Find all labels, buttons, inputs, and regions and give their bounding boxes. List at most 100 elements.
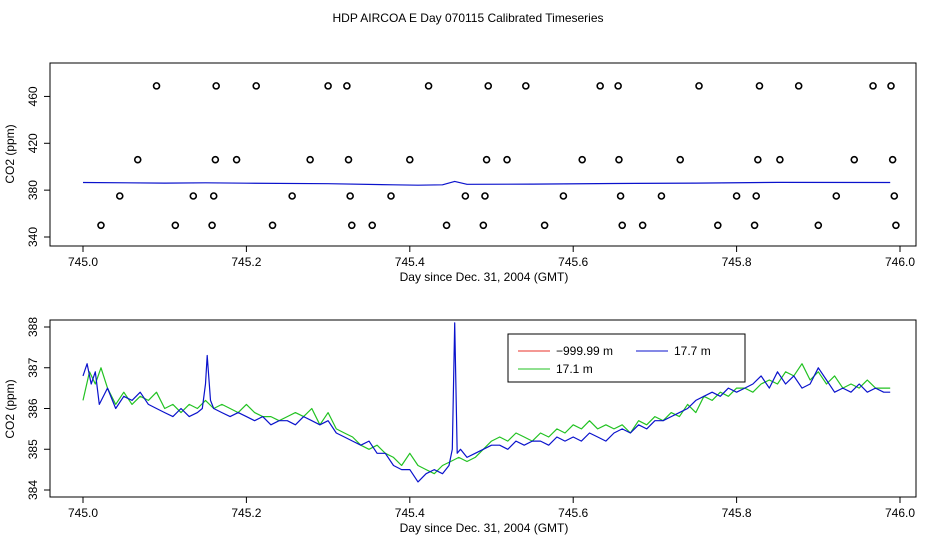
top-scatter-point (750, 221, 759, 230)
top-scatter-point (324, 82, 332, 90)
top-marks (82, 82, 900, 230)
top-scatter-point (288, 192, 296, 200)
legend: −999.99 m 17.7 m 17.1 m (507, 333, 746, 383)
top-panel: 745.0 745.2 745.4 745.6 745.8 746.0 340 380 420 4… (3, 62, 917, 284)
top-x-tick-label: 745.2 (231, 255, 261, 269)
legend-label-green: 17.1 m (556, 362, 593, 376)
top-scatter-point (676, 155, 685, 164)
top-scatter-point (832, 192, 841, 200)
top-scatter-point (890, 192, 899, 200)
top-scatter-point (794, 82, 803, 90)
top-scatter-point (522, 82, 530, 90)
legend-box (507, 333, 746, 383)
top-scatter-point (869, 82, 877, 90)
top-x-tick-label: 745.4 (395, 255, 425, 269)
top-scatter-point (346, 192, 354, 200)
top-scatter-point (850, 155, 859, 164)
top-scatter-point (211, 155, 220, 164)
top-scatter-point (616, 192, 625, 200)
top-scatter-point (481, 192, 489, 200)
top-x-axis-label: Day since Dec. 31, 2004 (GMT) (400, 270, 569, 284)
top-scatter-point (732, 192, 741, 200)
top-scatter-point (232, 155, 241, 164)
top-scatter-point (754, 155, 762, 164)
top-scatter-point (171, 221, 180, 230)
top-scatter-point (578, 155, 586, 164)
top-y-axis-label: CO2 (ppm) (3, 124, 17, 183)
bottom-x-tick-label: 745.6 (558, 506, 588, 520)
bottom-y-tick-label: 387 (26, 357, 40, 377)
top-scatter-point (115, 192, 124, 200)
top-scatter-point (695, 82, 703, 90)
bottom-panel: 745.0 745.2 745.4 745.6 745.8 746.0 384 385 386 3… (3, 317, 917, 535)
top-scatter-point (347, 221, 356, 230)
top-scatter-point (97, 221, 105, 230)
top-scatter-point (208, 221, 216, 230)
top-y-tick-label: 460 (26, 86, 40, 106)
bottom-axes: 745.0 745.2 745.4 745.6 745.8 746.0 384 385 386 3… (26, 317, 915, 520)
top-scatter-point (212, 82, 220, 90)
bottom-plot-frame (49, 319, 917, 498)
bottom-y-tick-label: 385 (26, 439, 40, 459)
top-scatter-point (252, 82, 261, 90)
top-x-tick-label: 745.8 (722, 255, 752, 269)
top-y-tick-label: 340 (26, 227, 40, 247)
top-scatter-point (776, 155, 784, 164)
top-scatter-point (344, 155, 353, 164)
figure-title: HDP AIRCOA E Day 070115 Calibrated Times… (332, 11, 603, 25)
top-scatter-point (892, 221, 900, 230)
top-scatter-point (657, 192, 666, 200)
bottom-x-tick-label: 745.8 (722, 506, 752, 520)
top-scatter-point (484, 82, 493, 90)
top-y-tick-label: 420 (26, 133, 40, 153)
top-scatter-point (755, 82, 764, 90)
top-y-tick-label: 380 (26, 180, 40, 200)
top-scatter-point (482, 155, 491, 164)
top-scatter-point (638, 221, 647, 230)
top-x-tick-label: 745.0 (68, 255, 98, 269)
top-scatter-point (887, 82, 895, 90)
bottom-x-tick-label: 745.2 (231, 506, 261, 520)
top-axes: 745.0 745.2 745.4 745.6 745.8 746.0 340 380 420 4… (26, 86, 915, 269)
top-scatter-point (152, 82, 161, 90)
top-scatter-point (615, 155, 623, 164)
bottom-x-tick-label: 745.0 (68, 506, 98, 520)
bottom-series-line-17-7-m (82, 322, 891, 483)
top-x-tick-label: 745.6 (558, 255, 588, 269)
top-scatter-point (614, 82, 622, 90)
top-scatter-point (268, 221, 277, 230)
top-scatter-point (343, 82, 351, 90)
top-scatter-point (618, 221, 627, 230)
bottom-marks (82, 322, 891, 483)
top-scatter-point (442, 221, 451, 230)
legend-label-blue: 17.7 m (674, 344, 711, 358)
top-scatter-point (461, 192, 470, 200)
top-scatter-point (559, 192, 568, 200)
top-scatter-point (405, 155, 414, 164)
top-scatter-point (714, 221, 722, 230)
top-scatter-point (752, 192, 761, 200)
bottom-y-tick-label: 386 (26, 398, 40, 418)
legend-label-red: −999.99 m (556, 344, 613, 358)
top-x-tick-label: 746.0 (885, 255, 915, 269)
top-scatter-point (888, 155, 897, 164)
top-scatter-point (814, 221, 823, 230)
top-scatter-point (387, 192, 395, 200)
bottom-series-line-17-1-m (82, 363, 891, 475)
top-plot-frame (49, 62, 917, 247)
top-scatter-point (596, 82, 604, 90)
bottom-y-tick-label: 388 (26, 317, 40, 337)
top-scatter-point (306, 155, 314, 164)
bottom-x-tick-label: 746.0 (885, 506, 915, 520)
top-scatter-point (368, 221, 377, 230)
top-scatter-point (540, 221, 549, 230)
bottom-y-axis-label: CO2 (ppm) (3, 379, 17, 438)
top-scatter-point (133, 155, 142, 164)
top-scatter-point (189, 192, 198, 200)
top-scatter-point (424, 82, 433, 90)
top-series-line-blue (82, 180, 891, 186)
bottom-x-axis-label: Day since Dec. 31, 2004 (GMT) (400, 521, 569, 535)
top-scatter-point (479, 221, 488, 230)
bottom-y-tick-label: 384 (26, 480, 40, 500)
